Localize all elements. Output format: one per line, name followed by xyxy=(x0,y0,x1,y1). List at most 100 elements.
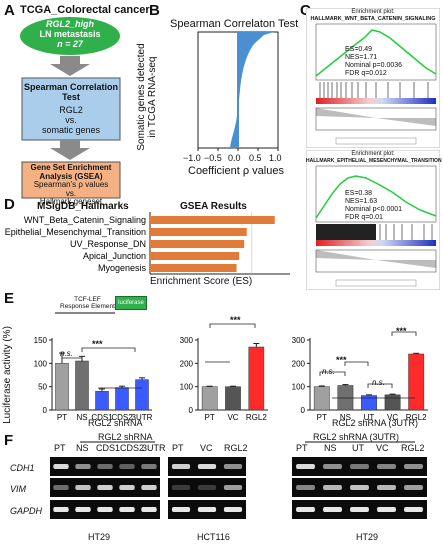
gel-band xyxy=(223,464,243,469)
gel-band xyxy=(141,464,157,469)
gel-band xyxy=(119,464,135,469)
e-sig-bracket xyxy=(81,347,136,352)
gel-band xyxy=(296,485,315,490)
e3-ns-label-2: n.s. xyxy=(372,378,385,387)
panel-a-flow xyxy=(20,17,121,199)
gel-band xyxy=(404,507,423,512)
e-sig-bracket xyxy=(61,357,83,362)
plot2-title: HALLMARK_EPITHELIAL_MESENCHYMAL_TRANSITI… xyxy=(306,158,442,164)
spearman-box-text: Spearman Correlation Test RGL2 vs. somat… xyxy=(23,82,119,135)
d-category-label: Epithelial_Mesenchymal_Transition xyxy=(5,227,146,237)
e-y-tick-label: 200 xyxy=(292,359,306,368)
e-bar xyxy=(115,387,129,411)
e-bar xyxy=(248,346,265,411)
gel-band xyxy=(377,485,396,490)
d-bar xyxy=(150,228,247,236)
panel-b-plot xyxy=(197,31,279,151)
e1-ns-label: n.s. xyxy=(60,349,73,358)
e-category-label: 3UTR xyxy=(132,413,153,422)
gel-band xyxy=(223,507,243,512)
e-category-label: PT xyxy=(317,413,327,422)
panel-c-label: C xyxy=(300,2,311,19)
panel-f-label: F xyxy=(4,432,14,449)
curve-negative xyxy=(230,110,238,148)
e-category-label: VC xyxy=(387,413,398,422)
e-y-tick-label: 100 xyxy=(180,383,194,392)
gel-band xyxy=(377,507,396,512)
gel-strip xyxy=(292,457,427,476)
panel-b-label: B xyxy=(149,2,160,19)
rgl2-ellipse xyxy=(20,17,120,55)
construct-luciferase-box: luciferase xyxy=(115,296,147,310)
d-bar xyxy=(150,240,245,248)
e-y-tick-label: 50 xyxy=(38,383,47,392)
plot1-header: Enrichment plot: xyxy=(351,9,395,15)
e3-ns-label-1: n.s. xyxy=(322,367,335,376)
gel-band xyxy=(171,507,191,512)
panel-a-label: A xyxy=(4,2,15,19)
e-category-label: PT xyxy=(205,413,215,422)
construct-line xyxy=(55,312,115,314)
e3-group-label: RGL2 shRNA (3UTR) xyxy=(332,418,419,428)
e-sig-bracket xyxy=(344,361,369,366)
plot2-stats: ES=0.38 NES=1.63 Nominal p<0.0001 FDR q=… xyxy=(345,190,403,221)
gel-band xyxy=(75,485,91,490)
gel-band xyxy=(350,507,369,512)
gel-band xyxy=(75,464,91,469)
e-bar xyxy=(55,363,69,411)
gel-strip xyxy=(50,457,160,476)
gsea-results-chart: WNT_Beta_Catenin_Signaling Epithelial_Mes… xyxy=(5,212,290,275)
gsea-plot-wnt xyxy=(306,8,440,148)
e-category-label: CDS2 xyxy=(111,413,133,422)
hit-lines-emt xyxy=(379,224,433,240)
ranked-metric-wnt xyxy=(316,108,436,126)
d-category-label: WNT_Beta_Catenin_Signaling xyxy=(24,215,146,225)
gel-band xyxy=(97,485,113,490)
e-bar xyxy=(384,394,401,411)
gel-band xyxy=(141,485,157,490)
panel-b-title: Spearman Correlaton Test xyxy=(170,18,299,30)
e-category-label: VC xyxy=(227,413,238,422)
f1-group-label: RGL2 shRNA xyxy=(98,432,153,442)
gsea-box xyxy=(21,161,121,199)
e-category-label: PT xyxy=(57,413,67,422)
hit-lines-emt-dense xyxy=(316,224,376,240)
plot2-header: Enrichment plot: xyxy=(351,151,395,157)
gel-strip xyxy=(168,478,246,497)
d-bar xyxy=(150,216,275,224)
gel-band xyxy=(141,507,157,512)
e-y-tick-label: 0 xyxy=(43,406,48,415)
e-sig-bracket xyxy=(391,331,417,336)
e-bar xyxy=(135,379,149,411)
cell-line-3: HT29 xyxy=(356,532,379,542)
construct-text: TCF-LEF Response Element xyxy=(60,296,115,310)
e-y-tick-label: 0 xyxy=(189,406,194,415)
e-bar xyxy=(225,386,241,411)
cell-line-1: HT29 xyxy=(88,532,111,542)
panel-d-xlabel: Enrichment Score (ES) xyxy=(150,276,253,287)
d-category-label: Myogenesis xyxy=(98,263,147,273)
gsea-plot-emt xyxy=(306,150,440,290)
gel-band xyxy=(323,507,342,512)
arrow-down-1 xyxy=(50,56,90,76)
e-bar xyxy=(95,391,109,411)
gel-band xyxy=(119,507,135,512)
gel-band xyxy=(97,507,113,512)
gel-band xyxy=(53,464,69,469)
gel-band xyxy=(171,485,191,490)
gel-band xyxy=(404,464,423,469)
ellipse-text: RGL2_high LN metastasis n = 27 xyxy=(39,19,101,49)
e-category-label: CDS1 xyxy=(91,413,113,422)
e3-star-label-1: *** xyxy=(336,355,347,365)
e-bar xyxy=(201,386,218,411)
e-y-tick-label: 200 xyxy=(180,359,194,368)
e-y-tick-label: 300 xyxy=(292,336,306,345)
row-label-gapdh: GAPDH xyxy=(10,506,43,516)
panel-e-label: E xyxy=(4,290,15,307)
gel-band xyxy=(197,464,217,469)
gel-band xyxy=(404,485,423,490)
rank-colorbar-emt xyxy=(316,240,436,246)
ranked-metric-emt xyxy=(316,250,436,268)
enrichment-curve-emt xyxy=(315,175,437,219)
